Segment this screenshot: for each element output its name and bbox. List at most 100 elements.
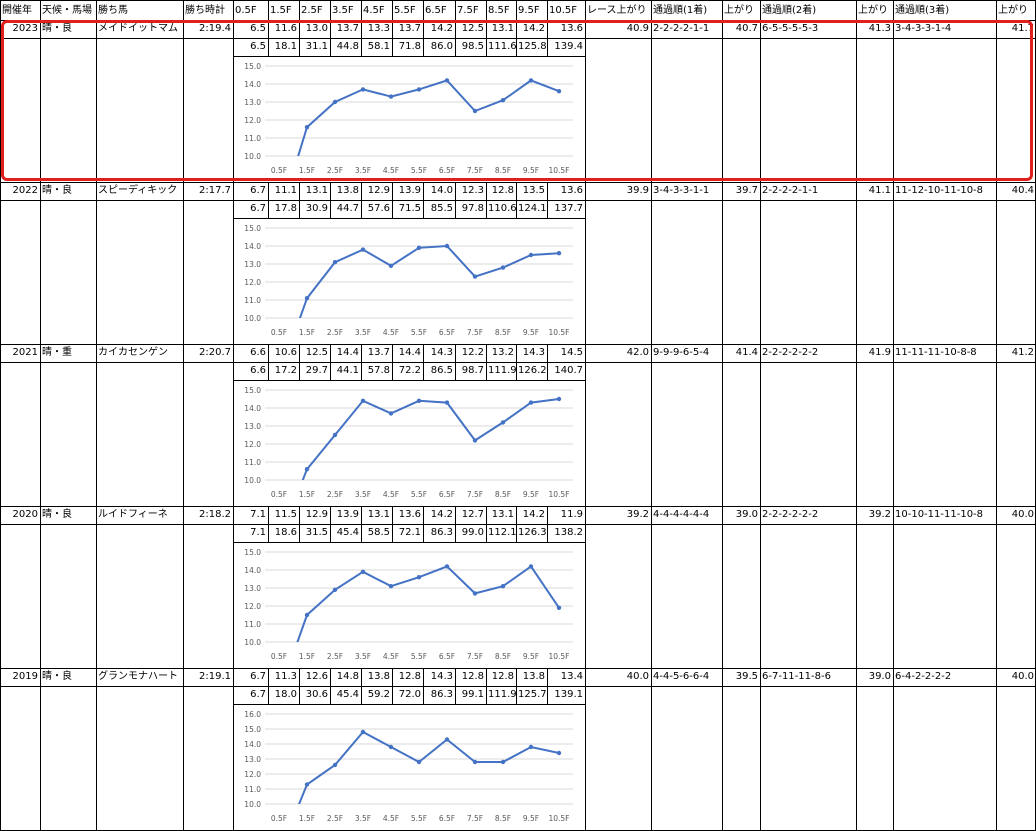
column-header[interactable]: 上がり (998, 5, 1028, 16)
lap-time-cell[interactable]: 6.7 (250, 671, 266, 682)
cumulative-time-cell[interactable]: 137.7 (554, 203, 583, 214)
lap-time-cell[interactable]: 11.5 (274, 509, 297, 520)
cumulative-time-cell[interactable]: 97.8 (461, 203, 484, 214)
cumulative-time-cell[interactable]: 6.6 (250, 365, 266, 376)
lap-time-cell[interactable]: 11.9 (560, 509, 583, 520)
passing-order-1st-cell[interactable]: 4-4-5-6-6-4 (653, 671, 710, 682)
passing-order-2nd-cell[interactable]: 2-2-2-2-2-2 (762, 509, 819, 520)
cumulative-time-cell[interactable]: 99.0 (461, 527, 484, 538)
time-cell[interactable]: 2:19.4 (199, 23, 231, 34)
lap-time-cell[interactable]: 13.1 (491, 23, 514, 34)
lap-time-cell[interactable]: 13.8 (367, 671, 390, 682)
column-header[interactable]: 上がり (858, 5, 888, 16)
cumulative-time-cell[interactable]: 110.6 (488, 203, 516, 214)
column-header[interactable]: 勝ち馬 (98, 5, 128, 16)
cumulative-time-cell[interactable]: 98.5 (461, 41, 484, 52)
lap-time-cell[interactable]: 13.6 (560, 23, 583, 34)
cumulative-time-cell[interactable]: 44.8 (336, 41, 359, 52)
lap-time-cell[interactable]: 13.9 (398, 185, 421, 196)
cumulative-time-cell[interactable]: 72.1 (398, 527, 421, 538)
column-header[interactable]: 8.5F (488, 5, 510, 16)
race-last-cell[interactable]: 42.0 (626, 347, 649, 358)
lap-time-cell[interactable]: 13.6 (560, 185, 583, 196)
split-time-chart[interactable]: 15.0 14.0 13.0 12.0 11.0 10.0 0.5F 1.5F 2.5F 3.5F… (235, 382, 583, 506)
column-header[interactable]: 勝ち時計 (185, 5, 225, 16)
lap-time-cell[interactable]: 13.0 (305, 23, 328, 34)
lap-time-cell[interactable]: 13.4 (560, 671, 583, 682)
last3f-2nd-cell[interactable]: 39.2 (868, 509, 891, 520)
weather-cell[interactable]: 晴・良 (42, 509, 72, 520)
lap-time-cell[interactable]: 14.0 (430, 185, 453, 196)
cumulative-time-cell[interactable]: 7.1 (250, 527, 266, 538)
last3f-1st-cell[interactable]: 39.5 (735, 671, 758, 682)
race-last-cell[interactable]: 40.9 (626, 23, 649, 34)
race-last-cell[interactable]: 39.9 (626, 185, 649, 196)
cumulative-time-cell[interactable]: 85.5 (430, 203, 453, 214)
last3f-1st-cell[interactable]: 39.7 (735, 185, 758, 196)
last3f-3rd-cell[interactable]: 41.7 (1011, 23, 1034, 34)
lap-time-cell[interactable]: 12.8 (398, 671, 421, 682)
cumulative-time-cell[interactable]: 31.1 (305, 41, 328, 52)
lap-time-cell[interactable]: 6.6 (250, 347, 266, 358)
column-header[interactable]: 6.5F (425, 5, 447, 16)
year-cell[interactable]: 2023 (12, 23, 38, 34)
lap-time-cell[interactable]: 13.2 (491, 347, 514, 358)
last3f-1st-cell[interactable]: 40.7 (735, 23, 758, 34)
weather-cell[interactable]: 晴・良 (42, 23, 72, 34)
column-header[interactable]: 10.5F (549, 5, 578, 16)
cumulative-time-cell[interactable]: 86.3 (430, 689, 453, 700)
cumulative-time-cell[interactable]: 44.1 (336, 365, 359, 376)
last3f-1st-cell[interactable]: 41.4 (735, 347, 758, 358)
winner-cell[interactable]: ルイドフィーネ (98, 509, 168, 520)
lap-time-cell[interactable]: 12.8 (461, 671, 484, 682)
cumulative-time-cell[interactable]: 111.6 (488, 41, 516, 52)
cumulative-time-cell[interactable]: 30.9 (305, 203, 328, 214)
cumulative-time-cell[interactable]: 18.0 (274, 689, 297, 700)
passing-order-3rd-cell[interactable]: 11-12-10-11-10-8 (895, 185, 984, 196)
last3f-2nd-cell[interactable]: 41.3 (868, 23, 891, 34)
column-header[interactable]: 5.5F (394, 5, 416, 16)
passing-order-3rd-cell[interactable]: 10-10-11-11-10-8 (895, 509, 984, 520)
cumulative-time-cell[interactable]: 138.2 (554, 527, 583, 538)
cumulative-time-cell[interactable]: 71.5 (398, 203, 421, 214)
cumulative-time-cell[interactable]: 45.4 (336, 689, 359, 700)
lap-time-cell[interactable]: 14.4 (336, 347, 359, 358)
cumulative-time-cell[interactable]: 98.7 (461, 365, 484, 376)
cumulative-time-cell[interactable]: 140.7 (554, 365, 583, 376)
cumulative-time-cell[interactable]: 59.2 (367, 689, 390, 700)
passing-order-3rd-cell[interactable]: 11-11-11-10-8-8 (895, 347, 977, 358)
weather-cell[interactable]: 晴・良 (42, 671, 72, 682)
lap-time-cell[interactable]: 13.5 (522, 185, 545, 196)
cumulative-time-cell[interactable]: 6.7 (250, 689, 266, 700)
cumulative-time-cell[interactable]: 44.7 (336, 203, 359, 214)
passing-order-3rd-cell[interactable]: 6-4-2-2-2-2 (895, 671, 952, 682)
last3f-1st-cell[interactable]: 39.0 (735, 509, 758, 520)
cumulative-time-cell[interactable]: 125.7 (518, 689, 547, 700)
cumulative-time-cell[interactable]: 6.5 (250, 41, 266, 52)
winner-cell[interactable]: スピーディキック (98, 185, 178, 196)
lap-time-cell[interactable]: 12.9 (367, 185, 390, 196)
column-header[interactable]: 通過順(2着) (762, 5, 817, 16)
lap-time-cell[interactable]: 13.9 (336, 509, 359, 520)
cumulative-time-cell[interactable]: 124.1 (518, 203, 547, 214)
lap-time-cell[interactable]: 12.3 (461, 185, 484, 196)
cumulative-time-cell[interactable]: 29.7 (305, 365, 328, 376)
cumulative-time-cell[interactable]: 58.1 (367, 41, 390, 52)
lap-time-cell[interactable]: 11.6 (274, 23, 297, 34)
lap-time-cell[interactable]: 10.6 (274, 347, 297, 358)
lap-time-cell[interactable]: 14.3 (430, 671, 453, 682)
lap-time-cell[interactable]: 6.7 (250, 185, 266, 196)
lap-time-cell[interactable]: 12.8 (491, 185, 514, 196)
split-time-chart[interactable]: 15.0 14.0 13.0 12.0 11.0 10.0 0.5F 1.5F 2.5F 3.5F… (235, 220, 583, 344)
passing-order-1st-cell[interactable]: 3-4-3-3-1-1 (653, 185, 710, 196)
lap-time-cell[interactable]: 7.1 (250, 509, 266, 520)
last3f-3rd-cell[interactable]: 40.4 (1011, 185, 1034, 196)
weather-cell[interactable]: 晴・重 (42, 347, 72, 358)
cumulative-time-cell[interactable]: 139.1 (554, 689, 583, 700)
cumulative-time-cell[interactable]: 17.2 (274, 365, 297, 376)
column-header[interactable]: 7.5F (457, 5, 479, 16)
cumulative-time-cell[interactable]: 111.9 (488, 365, 516, 376)
lap-time-cell[interactable]: 13.7 (398, 23, 421, 34)
lap-time-cell[interactable]: 14.3 (430, 347, 453, 358)
column-header[interactable]: 3.5F (332, 5, 354, 16)
